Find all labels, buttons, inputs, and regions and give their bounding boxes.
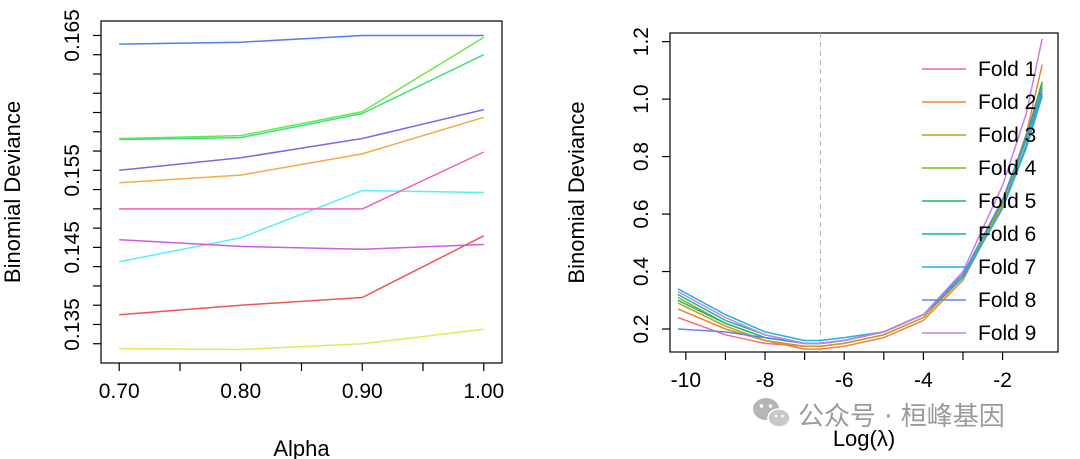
- series-line-7: [119, 151, 485, 210]
- y-tick-label: 1.2: [630, 27, 653, 56]
- series-line-6: [119, 189, 484, 263]
- x-tick-label: -4: [914, 369, 933, 392]
- x-tick-label: -10: [671, 369, 701, 392]
- series-line-9: [677, 38, 1043, 345]
- series-line-5: [119, 116, 485, 184]
- y-tick-label: 0.4: [630, 257, 653, 287]
- legend-label: Fold 1: [978, 58, 1036, 81]
- series-line-8: [119, 238, 484, 251]
- x-axis: -10 -8 -6 -4 -2: [671, 352, 1012, 392]
- legend-label: Fold 8: [978, 289, 1036, 312]
- series-line-10: [119, 328, 484, 351]
- series-line-9: [119, 235, 485, 316]
- series-line-4: [119, 108, 484, 172]
- series-line-1: [119, 34, 484, 45]
- y-axis-label: Binomial Deviance: [0, 101, 25, 283]
- y-axis: 0.2 0.4 0.6 0.8 1.0 1.2: [630, 27, 670, 344]
- y-tick-label: 0.8: [630, 142, 653, 171]
- x-tick-label: -6: [835, 369, 854, 392]
- x-axis-label: Log(λ): [833, 426, 895, 451]
- series-group: [119, 34, 485, 351]
- x-tick-label: -8: [756, 369, 775, 392]
- wechat-icon: [753, 398, 791, 428]
- series-line-7: [677, 95, 1043, 342]
- x-tick-label: 0.80: [220, 380, 261, 403]
- legend-label: Fold 9: [978, 322, 1036, 345]
- legend-label: Fold 4: [978, 157, 1037, 180]
- x-tick-label: 0.70: [99, 380, 140, 403]
- series-line-2: [119, 36, 485, 140]
- y-tick-label: 0.145: [61, 221, 84, 274]
- legend-label: Fold 7: [978, 256, 1036, 279]
- right-chart-lambda-deviance: -10 -8 -6 -4 -2 0.2 0.4 0.6 0.8 1.0 1.2 Log(λ) Binom…: [564, 27, 1059, 451]
- watermark-text: 公众号 · 桓峰基因: [798, 402, 1005, 432]
- series-line-3: [119, 54, 485, 141]
- y-tick-label: 0.165: [61, 9, 84, 62]
- watermark: 公众号 · 桓峰基因: [753, 398, 1005, 432]
- legend-label: Fold 3: [978, 124, 1036, 147]
- x-tick-label: 1.00: [463, 380, 504, 403]
- y-tick-label: 0.155: [61, 144, 84, 197]
- y-tick-label: 1.0: [630, 84, 653, 113]
- x-tick-label: 0.90: [342, 380, 383, 403]
- y-axis-label: Binomial Deviance: [564, 101, 589, 283]
- legend: Fold 1 Fold 2 Fold 3 Fold 4 Fold 5 Fold 6 Fold…: [922, 58, 1037, 345]
- legend-label: Fold 6: [978, 223, 1036, 246]
- x-axis: 0.70 0.80 0.90 1.00: [99, 363, 504, 403]
- y-tick-label: 0.2: [630, 314, 653, 343]
- y-axis: 0.135 0.145 0.155 0.165: [61, 9, 101, 351]
- x-axis-label: Alpha: [273, 436, 330, 459]
- y-tick-label: 0.6: [630, 199, 653, 228]
- legend-label: Fold 2: [978, 91, 1036, 114]
- plot-frame: [669, 32, 1059, 353]
- series-group: [677, 38, 1043, 350]
- legend-label: Fold 5: [978, 190, 1036, 213]
- left-chart-alpha-deviance: 0.70 0.80 0.90 1.00 0.135 0.145 0.155 0.165 Alph…: [0, 9, 504, 459]
- y-tick-label: 0.135: [61, 298, 84, 351]
- x-tick-label: -2: [993, 369, 1012, 392]
